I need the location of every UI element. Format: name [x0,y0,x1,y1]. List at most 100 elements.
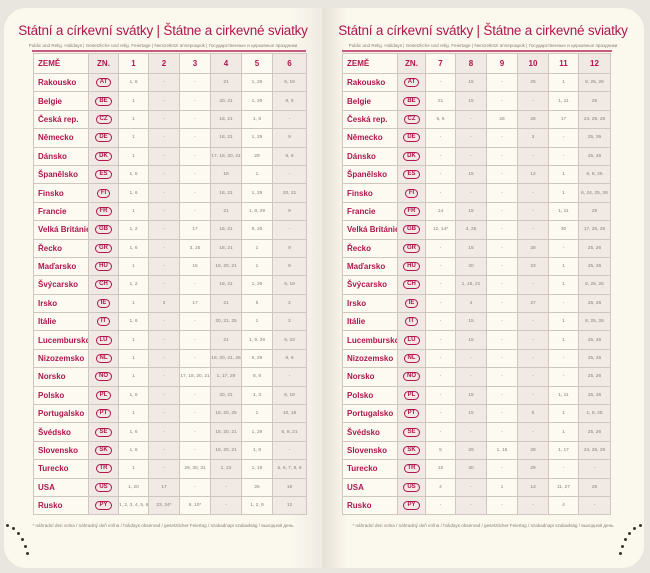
country-code-cell: AT [88,72,119,93]
table-row: Portugalsko PT -15-5 1 1, 8, 25 [342,404,611,424]
country-code-badge: SE [95,427,112,437]
holiday-cell: 1 [548,72,579,93]
holiday-cell: - [486,348,518,369]
dot [6,524,9,527]
holiday-cell: - [425,495,456,516]
country-code-cell: FR [88,201,119,222]
holiday-cell: 25, 26 [578,293,611,314]
holiday-cell: 6, 24, 25, 26 [578,183,611,203]
holiday-cell: - [486,293,518,314]
holiday-cell: 5, 29 [241,348,273,369]
holiday-cell: 9 [272,256,307,277]
country-code-badge: PL [95,390,112,400]
holiday-cell: 1 [118,256,149,277]
holiday-cell: 1 [548,164,579,185]
holiday-cell: 29 [455,440,487,461]
holiday-cell: 11, 27 [548,477,579,497]
holiday-cell: - [517,183,549,203]
holiday-cell: 1 [118,91,149,111]
country-code-cell: FR [397,201,426,222]
country-code-cell: NO [88,367,119,387]
holiday-cell: 20, 21 [272,183,307,203]
country-code-badge: ES [403,170,420,180]
holiday-cell: - [548,367,579,387]
dot [17,532,20,535]
holiday-cell: 4, 25 [455,220,487,240]
holiday-cell: - [425,312,456,332]
holiday-cell: - [179,109,211,130]
holiday-cell: 1, 19 [241,459,273,479]
holiday-cell: 21 [210,201,242,222]
holiday-cell: 23 [517,256,549,277]
holiday-cell: 1, 8, 25 [578,404,611,424]
holiday-cell: 1 [486,477,518,497]
holiday-cell: 1, 11 [548,91,579,111]
holiday-cell: 5, 6, 7, 8, 9 [272,459,307,479]
holiday-cell: - [548,459,579,479]
holiday-cell: - [425,238,456,258]
holiday-cell: 18, 21 [210,238,242,258]
right-page: Státní a církevní svátky | Štátne a cirk… [322,8,644,568]
country-code-badge: FR [403,206,420,216]
holiday-cell: 1, 29 [241,91,273,111]
holiday-cell: 14 [425,201,456,222]
holiday-cell: - [548,238,579,258]
holiday-cell: 1, 15 [486,440,518,461]
country-code-badge: NL [95,354,112,364]
holiday-cell: - [425,72,456,93]
holiday-cell: 21 [425,91,456,111]
holiday-cell: - [179,146,211,166]
country-code-badge: GR [403,243,420,253]
holiday-cell: - [548,293,579,314]
holiday-cell: 26 [241,477,273,497]
table-row: Portugalsko PT 1- -18, 20, 25 1 10, 19 [33,404,307,424]
holiday-cell: 10, 19 [272,404,307,424]
table-row: Maďarsko HU 1-15 18, 20, 21 1 9 [33,256,307,277]
holiday-cell: 28 [517,238,549,258]
holiday-cell: 1 [548,330,579,350]
holiday-cell: - [210,495,242,516]
holiday-cell: - [179,422,211,442]
holiday-cell: 4 [548,495,579,516]
holiday-cell: 1, 20 [118,477,149,497]
country-name: Portugalsko [33,404,89,424]
holiday-cell: 1, 6 [118,440,149,461]
holiday-cell: 15 [455,91,487,111]
holiday-cell: - [179,404,211,424]
country-code-cell: SE [88,422,119,442]
holiday-cell: - [425,293,456,314]
holiday-cell: 8, 9 [272,146,307,166]
country-code-cell: PY [397,495,426,516]
holiday-cell: - [486,459,518,479]
holiday-cell: 1, 2, 9 [241,495,273,516]
table-row: Německo DE - - -3-25, 26 [342,128,611,148]
table-row: Itálie IT 1, 6- -20, 21, 25 1 2 [33,312,307,332]
country-code-cell: LU [88,330,119,350]
holiday-cell: 25 [578,201,611,222]
holiday-cell: 24, 25, 26 [578,109,611,130]
holiday-cell: 18, 20, 21 [210,422,242,442]
holiday-cell: 12, 14* [425,220,456,240]
holiday-cell: 1, 2, 3, 4, 5, 6, 7, 8 [118,495,149,516]
holiday-cell: 1 [548,404,579,424]
holiday-cell: 4 [425,477,456,497]
country-code-cell: DK [88,146,119,166]
holiday-cell: 25, 26 [578,146,611,166]
country-name: Dánsko [33,146,89,166]
holiday-cell: 1 [118,109,149,130]
country-name: Itálie [342,312,398,332]
country-name: Lucembursko [342,330,398,350]
holiday-cell: 1, 11 [548,201,579,222]
holiday-cell: 8, 9 [241,367,273,387]
country-code-cell: FI [88,183,119,203]
country-code-cell: TR [88,459,119,479]
table-row: Nizozemsko NL - - - - -25, 26 [342,348,611,369]
holiday-cell: - [148,459,180,479]
header-country: ZEMĚ [33,53,89,74]
country-name: Švédsko [342,422,398,442]
country-code-badge: HU [403,262,420,272]
holiday-cell: 25, 26 [578,128,611,148]
holiday-cell: - [486,495,518,516]
holiday-cell: 1, 23 [210,459,242,479]
country-code-badge: GB [95,225,112,235]
